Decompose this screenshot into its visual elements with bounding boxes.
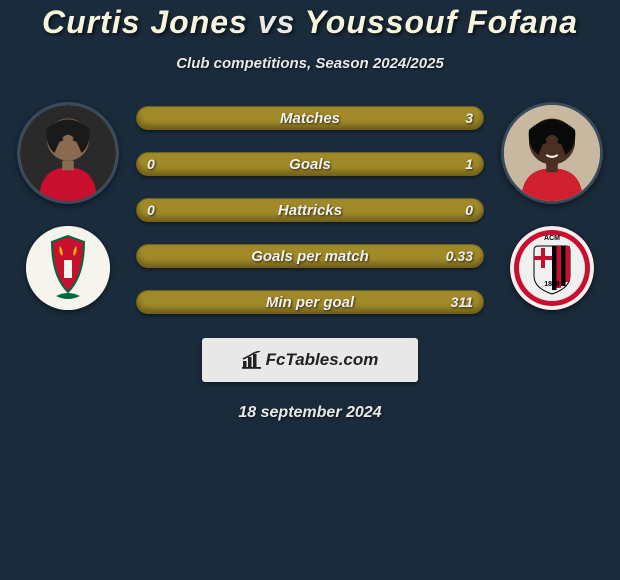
bar-hattricks: 0 Hattricks 0 xyxy=(136,198,484,222)
player2-photo xyxy=(501,102,603,204)
vs-text: vs xyxy=(258,4,296,40)
bar-left-value: 0 xyxy=(147,156,155,172)
player2-name: Youssouf Fofana xyxy=(305,4,578,40)
bar-left-value: 0 xyxy=(147,202,155,218)
bar-label: Goals xyxy=(289,156,331,173)
bar-label: Hattricks xyxy=(278,202,342,219)
stat-bars: Matches 3 0 Goals 1 0 Hattricks 0 Goals … xyxy=(128,106,492,314)
bar-right-value: 0 xyxy=(465,202,473,218)
bar-label: Matches xyxy=(280,110,340,127)
brand-text: FcTables.com xyxy=(266,350,379,370)
bar-goals: 0 Goals 1 xyxy=(136,152,484,176)
bar-chart-icon xyxy=(242,351,262,369)
bar-min-per-goal: Min per goal 311 xyxy=(136,290,484,314)
player1-name: Curtis Jones xyxy=(42,4,248,40)
title: Curtis Jones vs Youssouf Fofana xyxy=(0,4,620,41)
infographic: Curtis Jones vs Youssouf Fofana Club com… xyxy=(0,0,620,422)
brand-box: FcTables.com xyxy=(202,338,418,382)
svg-text:1899: 1899 xyxy=(544,281,560,288)
subtitle: Club competitions, Season 2024/2025 xyxy=(0,55,620,72)
bar-right-value: 0.33 xyxy=(446,248,473,264)
bar-right-value: 311 xyxy=(451,294,473,310)
main-row: Matches 3 0 Goals 1 0 Hattricks 0 Goals … xyxy=(0,102,620,314)
date: 18 september 2024 xyxy=(0,404,620,422)
right-column: 1899 ACM xyxy=(492,102,612,310)
bar-matches: Matches 3 xyxy=(136,106,484,130)
player2-club-badge: 1899 ACM xyxy=(510,226,594,310)
bar-label: Goals per match xyxy=(251,248,369,265)
player1-photo xyxy=(17,102,119,204)
bar-goals-per-match: Goals per match 0.33 xyxy=(136,244,484,268)
bar-label: Min per goal xyxy=(266,294,354,311)
bar-right-value: 1 xyxy=(465,156,473,172)
player1-club-badge xyxy=(26,226,110,310)
svg-text:ACM: ACM xyxy=(544,235,560,242)
bar-right-value: 3 xyxy=(465,110,473,126)
left-column xyxy=(8,102,128,310)
